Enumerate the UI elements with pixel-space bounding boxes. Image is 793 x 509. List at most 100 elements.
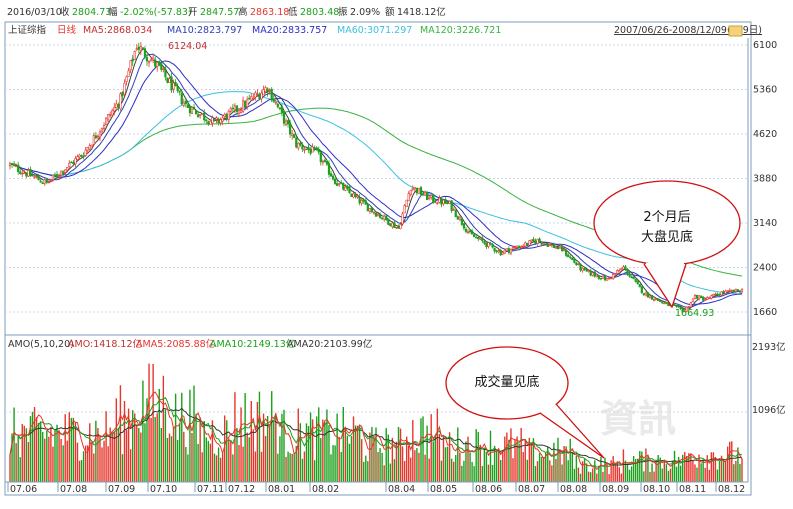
volume-bar bbox=[324, 422, 326, 482]
candle-body bbox=[35, 176, 38, 178]
volume-bar bbox=[504, 436, 506, 482]
volume-bar bbox=[223, 415, 226, 482]
volume-bar bbox=[612, 456, 614, 482]
volume-bar bbox=[473, 466, 475, 482]
volume-bar bbox=[651, 463, 653, 482]
volume-bar bbox=[702, 459, 704, 482]
volume-bar bbox=[489, 430, 492, 482]
candle-body bbox=[205, 119, 208, 122]
candle-body bbox=[573, 259, 576, 263]
volume-bar bbox=[328, 425, 330, 482]
volume-bar bbox=[592, 468, 594, 482]
volume-bar bbox=[598, 465, 600, 482]
pointer-mask-2 bbox=[540, 403, 556, 414]
candle-body bbox=[399, 224, 402, 230]
candle-body bbox=[567, 254, 570, 258]
candle-body bbox=[554, 247, 558, 249]
volume-bar bbox=[209, 443, 212, 482]
volume-bar bbox=[426, 425, 428, 482]
volume-bar bbox=[469, 452, 471, 482]
volume-bar bbox=[332, 445, 334, 482]
candle-body bbox=[697, 295, 701, 300]
amount-value: 1418.12亿 bbox=[397, 6, 446, 18]
zoom-icon[interactable] bbox=[728, 25, 743, 37]
candles bbox=[8, 42, 744, 313]
volume-bar bbox=[107, 446, 109, 482]
volume-bar bbox=[183, 431, 185, 482]
volume-bar bbox=[569, 438, 571, 482]
candle-body bbox=[515, 247, 519, 249]
candle-body bbox=[716, 293, 719, 296]
volume-bar bbox=[682, 454, 684, 482]
volume-bar bbox=[334, 445, 336, 482]
volume-bar bbox=[113, 431, 115, 482]
candle-body bbox=[86, 147, 89, 151]
candle-body bbox=[663, 302, 666, 305]
volume-bar bbox=[76, 442, 79, 482]
candle-body bbox=[558, 245, 562, 249]
volume-bar bbox=[696, 467, 698, 482]
low-label: 低 bbox=[288, 6, 298, 18]
volume-bar bbox=[626, 463, 629, 482]
volume-bar bbox=[616, 461, 618, 482]
candle-body bbox=[211, 117, 214, 124]
volume-bar bbox=[305, 423, 308, 482]
candle-body bbox=[82, 155, 85, 158]
volume-bar bbox=[712, 452, 715, 482]
candle-body bbox=[98, 131, 102, 138]
volume-bar bbox=[127, 408, 130, 482]
volume-bar bbox=[594, 460, 596, 482]
volume-bar bbox=[156, 413, 158, 482]
volume-bar bbox=[35, 417, 38, 482]
candle-body bbox=[143, 48, 147, 57]
volume-bar bbox=[93, 453, 95, 482]
candle-body bbox=[109, 114, 112, 116]
candle-body bbox=[186, 104, 189, 109]
candle-body bbox=[166, 77, 169, 83]
candle-body bbox=[338, 183, 341, 185]
volume-bar bbox=[620, 473, 623, 482]
volume-bar bbox=[189, 389, 191, 482]
volume-bar bbox=[168, 433, 171, 482]
candle-body bbox=[76, 156, 79, 160]
volume-bar bbox=[193, 385, 195, 482]
candle-body bbox=[237, 110, 241, 114]
volume-bar bbox=[573, 468, 576, 482]
candle-body bbox=[53, 174, 57, 177]
candle-body bbox=[376, 214, 380, 217]
candle-body bbox=[667, 302, 670, 307]
candle-body bbox=[499, 250, 502, 256]
candle-body bbox=[571, 257, 574, 261]
volume-bar bbox=[673, 450, 676, 482]
candle-body bbox=[397, 226, 400, 229]
candle-body bbox=[575, 262, 578, 266]
volume-bar bbox=[444, 447, 447, 482]
candle-body bbox=[29, 168, 32, 177]
candle-body bbox=[565, 249, 568, 256]
ama10-line bbox=[9, 396, 743, 468]
candle-body bbox=[661, 301, 664, 304]
candle-body bbox=[655, 298, 658, 300]
candle-body bbox=[127, 70, 130, 77]
candle-body bbox=[72, 162, 75, 165]
volume-bar bbox=[692, 460, 694, 482]
volume-bar bbox=[432, 441, 434, 482]
candle-body bbox=[391, 222, 394, 228]
volume-bar bbox=[309, 412, 312, 482]
volume-bar bbox=[643, 471, 645, 482]
candle-body bbox=[80, 155, 83, 157]
candle-body bbox=[720, 291, 723, 296]
volume-bar bbox=[273, 422, 275, 482]
volume-bar bbox=[121, 454, 124, 482]
candle-body bbox=[526, 242, 529, 246]
volume-bar bbox=[37, 422, 40, 482]
volume-bar bbox=[446, 446, 449, 482]
candle-body bbox=[622, 266, 625, 270]
volume-bar bbox=[31, 411, 34, 482]
volume-bar bbox=[195, 413, 197, 482]
candle-body bbox=[560, 245, 564, 251]
candle-body bbox=[605, 278, 609, 281]
candle-body bbox=[693, 295, 697, 300]
volume-bar bbox=[714, 457, 717, 482]
x-tick-label: 08.05 bbox=[430, 484, 457, 495]
